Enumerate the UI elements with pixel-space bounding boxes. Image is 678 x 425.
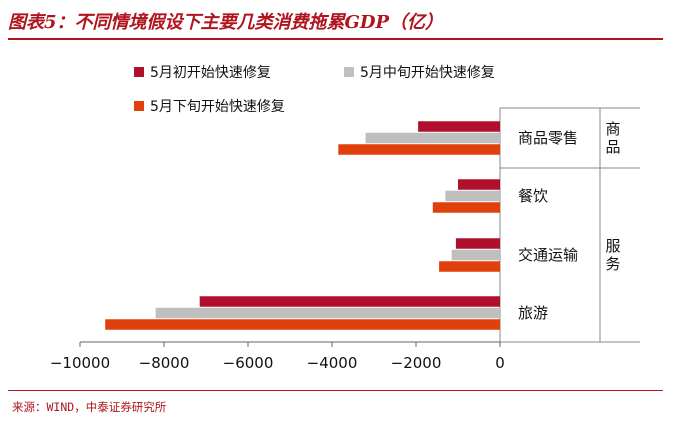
legend-label-mid-may: 5月中旬开始快速修复 xyxy=(360,65,495,81)
legend-label-late-may: 5月下旬开始快速修复 xyxy=(150,99,285,115)
source-note: 来源：WIND，中泰证券研究所 xyxy=(12,400,167,414)
category-label-catering: 餐饮 xyxy=(518,187,548,205)
group-label-goods: 商品 xyxy=(605,120,620,156)
legend-label-early-may: 5月初开始快速修复 xyxy=(150,65,271,81)
legend-item-late-may: 5月下旬开始快速修复 xyxy=(134,96,285,116)
x-tick-label: −6000 xyxy=(223,354,274,372)
legend-swatch-early-may xyxy=(134,67,144,77)
bar-early-may-tourism xyxy=(199,296,500,307)
legend-swatch-mid-may xyxy=(344,67,354,77)
x-tick-label: −4000 xyxy=(307,354,358,372)
bar-mid-may-tourism xyxy=(155,307,500,319)
bar-mid-may-transport xyxy=(451,249,500,261)
bar-late-may-tourism xyxy=(105,319,500,330)
bar-late-may-transport xyxy=(439,261,500,272)
x-tick-label: −2000 xyxy=(391,354,442,372)
bar-early-may-transport xyxy=(455,238,500,249)
bar-mid-may-retail xyxy=(365,132,500,144)
footer-rule xyxy=(8,390,663,391)
bar-early-may-retail xyxy=(418,121,500,132)
category-label-tourism: 旅游 xyxy=(518,304,548,322)
chart-title: 图表5：不同情境假设下主要几类消费拖累GDP（亿） xyxy=(8,12,444,33)
legend-swatch-late-may xyxy=(134,101,144,111)
legend-item-mid-may: 5月中旬开始快速修复 xyxy=(344,62,495,82)
bar-mid-may-catering xyxy=(445,190,500,202)
category-label-retail: 商品零售 xyxy=(518,129,578,147)
title-rule xyxy=(8,38,663,40)
x-tick-label: −8000 xyxy=(139,354,190,372)
legend-item-early-may: 5月初开始快速修复 xyxy=(134,62,271,82)
group-label-services: 服务 xyxy=(605,237,620,273)
x-tick-label: −10000 xyxy=(50,354,110,372)
category-label-transport: 交通运输 xyxy=(518,246,578,264)
bar-late-may-retail xyxy=(338,144,500,155)
bar-late-may-catering xyxy=(432,202,500,213)
bar-early-may-catering xyxy=(458,179,500,190)
x-tick-label: 0 xyxy=(495,354,505,372)
